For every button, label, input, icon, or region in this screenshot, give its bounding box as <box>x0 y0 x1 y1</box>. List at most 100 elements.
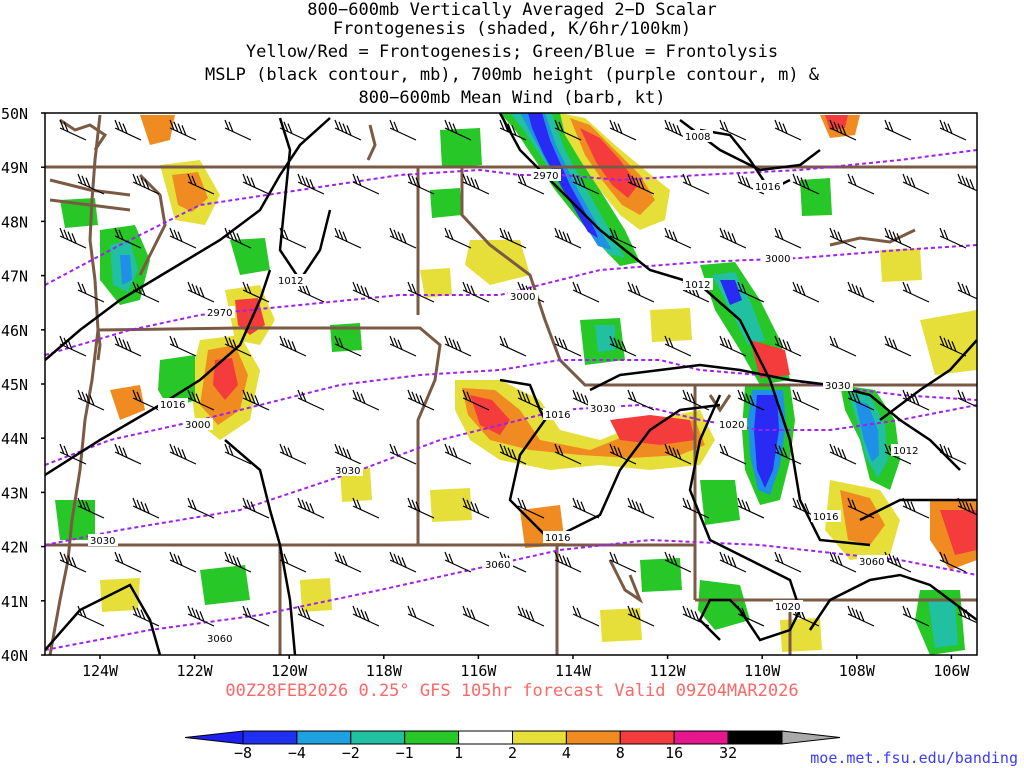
wind-barb <box>279 335 307 357</box>
wind-barb <box>719 119 747 141</box>
colorbar-segment <box>242 730 298 745</box>
title-line-1: 800−600mb Vertically Averaged 2−D Scalar <box>307 0 717 20</box>
wind-barb <box>224 551 252 573</box>
colorbar-label: 32 <box>719 744 737 762</box>
wind-barb <box>334 227 362 249</box>
colorbar-label: −2 <box>342 744 360 762</box>
wind-barb <box>499 119 527 141</box>
wind-barb <box>939 551 967 573</box>
mslp-label-1016-west: 1016 <box>160 400 185 411</box>
wind-barb <box>554 551 582 573</box>
wind-barb <box>609 335 637 357</box>
wind-barb <box>664 227 692 249</box>
mslp-label-1016-east: 1016 <box>813 512 838 523</box>
wind-barb <box>737 281 765 303</box>
wind-barb <box>902 281 930 303</box>
wind-barb <box>499 227 527 249</box>
wind-barb <box>847 173 875 195</box>
wind-barb <box>957 497 977 516</box>
wind-barb <box>554 119 582 141</box>
wind-barb <box>719 551 747 573</box>
lon-tick-label: 120W <box>271 662 308 680</box>
lat-tick-label: 41N <box>1 593 28 611</box>
wind-barb <box>939 335 967 357</box>
wind-barb <box>719 227 747 249</box>
height-label-3030-far-west: 3030 <box>90 536 115 547</box>
colorbar-segment <box>350 730 406 745</box>
wind-barb <box>627 281 655 303</box>
wind-barb <box>462 605 490 627</box>
height-label-3060-central: 3060 <box>485 560 510 571</box>
colorbar-label: 4 <box>562 744 571 762</box>
wind-barb <box>279 443 307 465</box>
wind-barb <box>444 119 472 141</box>
wind-barb <box>902 173 930 195</box>
wind-barb <box>499 443 527 465</box>
source-credit[interactable]: moe.met.fsu.edu/banding <box>810 749 1018 767</box>
wind-barb <box>407 497 435 519</box>
mslp-label-1012-east: 1012 <box>685 280 710 291</box>
wind-barb <box>462 281 490 303</box>
wind-barb <box>352 497 380 519</box>
lat-tick-label: 46N <box>1 322 28 340</box>
wind-barb <box>939 443 967 465</box>
lat-tick-label: 47N <box>1 268 28 286</box>
forecast-valid-time: 00Z28FEB2026 0.25° GFS 105hr forecast Va… <box>225 681 799 701</box>
lat-tick-label: 42N <box>1 539 28 557</box>
height-label-3030-west: 3030 <box>335 466 360 477</box>
wind-barb <box>939 119 967 141</box>
wind-barb <box>517 497 545 519</box>
mslp-label-1008: 1008 <box>685 132 710 143</box>
height-label-3030-central: 3030 <box>590 404 615 415</box>
wind-barb <box>59 227 87 249</box>
height-label-2970-north: 2970 <box>533 171 558 182</box>
wind-barb <box>572 497 600 519</box>
wind-barb <box>847 605 875 627</box>
wind-barb <box>462 497 490 519</box>
wind-barb <box>627 173 655 195</box>
wind-barb <box>224 119 252 141</box>
wind-barb <box>407 173 435 195</box>
wind-barb <box>187 173 215 195</box>
wind-barb <box>407 605 435 627</box>
wind-barb <box>884 119 912 141</box>
wind-barb <box>334 119 362 141</box>
wind-barb <box>407 389 435 411</box>
wind-barb <box>829 443 857 465</box>
colorbar-label: 16 <box>665 744 683 762</box>
wind-barb <box>132 497 160 519</box>
wind-barb <box>389 551 417 573</box>
lat-tick-label: 50N <box>1 105 28 123</box>
colorbar-segment <box>458 730 514 745</box>
wind-barb <box>224 335 252 357</box>
wind-barb <box>132 173 160 195</box>
lon-tick-label: 124W <box>82 662 119 680</box>
wind-barb <box>297 605 325 627</box>
wind-barb <box>59 119 87 141</box>
lon-tick-label: 110W <box>744 662 781 680</box>
colorbar-label: 2 <box>508 744 517 762</box>
wind-barb <box>169 119 197 141</box>
title-line-4: MSLP (black contour, mb), 700mb height (… <box>204 65 820 85</box>
wind-barb <box>682 605 710 627</box>
wind-barb <box>169 551 197 573</box>
wind-barb <box>737 389 765 411</box>
colorbar-label: 1 <box>454 744 463 762</box>
wind-barb <box>59 443 87 465</box>
wind-barb <box>554 227 582 249</box>
wind-barb <box>627 389 655 411</box>
wind-barb <box>59 551 87 573</box>
wind-barb <box>132 389 160 411</box>
wind-barb <box>389 443 417 465</box>
wind-barb <box>847 281 875 303</box>
height-label-3000-east: 3000 <box>765 254 790 265</box>
wind-barb <box>517 173 545 195</box>
height-label-3060-east: 3060 <box>859 557 884 568</box>
lat-tick-label: 45N <box>1 376 28 394</box>
wind-barb <box>444 551 472 573</box>
wind-barb <box>902 605 930 627</box>
lat-tick-label: 48N <box>1 213 28 231</box>
mslp-label-1012-west: 1012 <box>278 276 303 287</box>
wind-barb <box>664 551 692 573</box>
wind-barb <box>609 443 637 465</box>
